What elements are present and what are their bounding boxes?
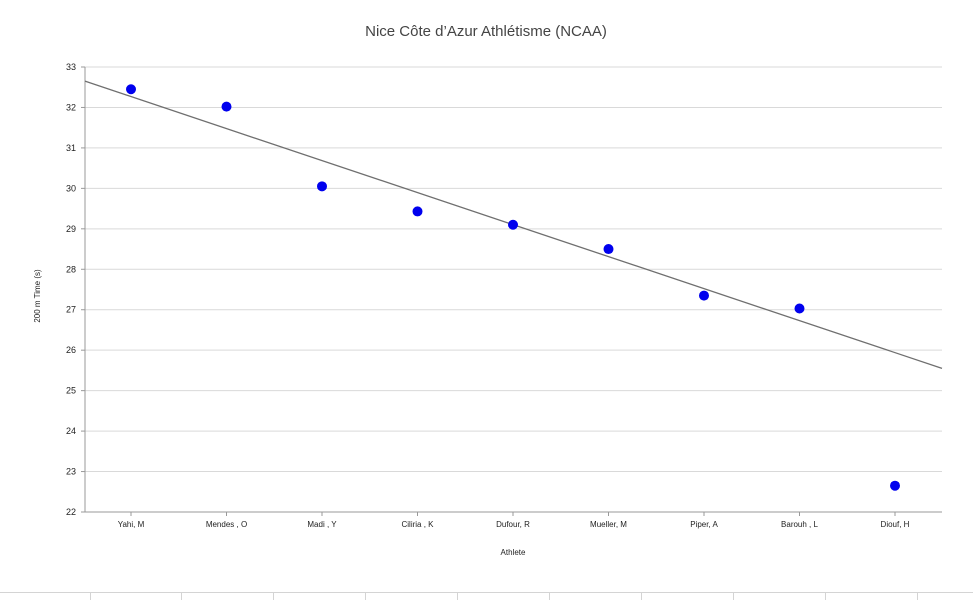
strip-tick [917, 593, 918, 600]
y-tick-label: 31 [66, 143, 76, 153]
x-tick-label: Yahi, M [118, 520, 145, 529]
y-tick-label: 22 [66, 507, 76, 517]
x-axis-label: Athlete [501, 548, 526, 557]
strip-tick [90, 593, 91, 600]
y-tick-label: 33 [66, 62, 76, 72]
x-tick-label: Dufour, R [496, 520, 530, 529]
data-point [603, 244, 614, 255]
x-tick-label: Madi , Y [307, 520, 337, 529]
x-tick-label: Mueller, M [590, 520, 627, 529]
bottom-scroll-strip [0, 592, 973, 600]
y-tick-labels: 22 23 24 25 26 27 28 29 30 31 32 33 [66, 62, 76, 517]
strip-tick [181, 593, 182, 600]
strip-tick [733, 593, 734, 600]
data-point [317, 181, 327, 192]
y-tick-label: 32 [66, 102, 76, 112]
data-points [126, 84, 900, 491]
x-tick-label: Ciliria , K [401, 520, 434, 529]
strip-tick [641, 593, 642, 600]
data-point [699, 290, 709, 301]
y-tick-label: 23 [66, 467, 76, 477]
y-tick-label: 27 [66, 305, 76, 315]
data-point [890, 480, 900, 491]
y-tick-label: 25 [66, 386, 76, 396]
data-point [126, 84, 136, 95]
y-tick-label: 28 [66, 264, 76, 274]
y-tick-label: 24 [66, 426, 76, 436]
y-axis-label: 200 m Time (s) [33, 269, 42, 323]
x-tick-label: Piper, A [690, 520, 718, 529]
data-point [508, 219, 518, 230]
y-tick-label: 26 [66, 345, 76, 355]
strip-tick [365, 593, 366, 600]
strip-tick [549, 593, 550, 600]
axis-layer [84, 67, 942, 513]
strip-tick [825, 593, 826, 600]
y-tick-label: 30 [66, 183, 76, 193]
strip-tick [457, 593, 458, 600]
y-tick-label: 29 [66, 224, 76, 234]
data-point [412, 206, 423, 217]
x-tick-labels: Yahi, M Mendes , O Madi , Y Ciliria , K Dufo… [118, 512, 910, 529]
x-tick-label: Mendes , O [206, 520, 247, 529]
grid-layer [81, 66, 942, 513]
data-point [794, 303, 805, 314]
x-tick-label: Barouh , L [781, 520, 818, 529]
data-point [221, 101, 232, 112]
chart-title: Nice Côte d’Azur Athlétisme (NCAA) [365, 23, 607, 40]
x-tick-label: Diouf, H [881, 520, 910, 529]
strip-tick [273, 593, 274, 600]
